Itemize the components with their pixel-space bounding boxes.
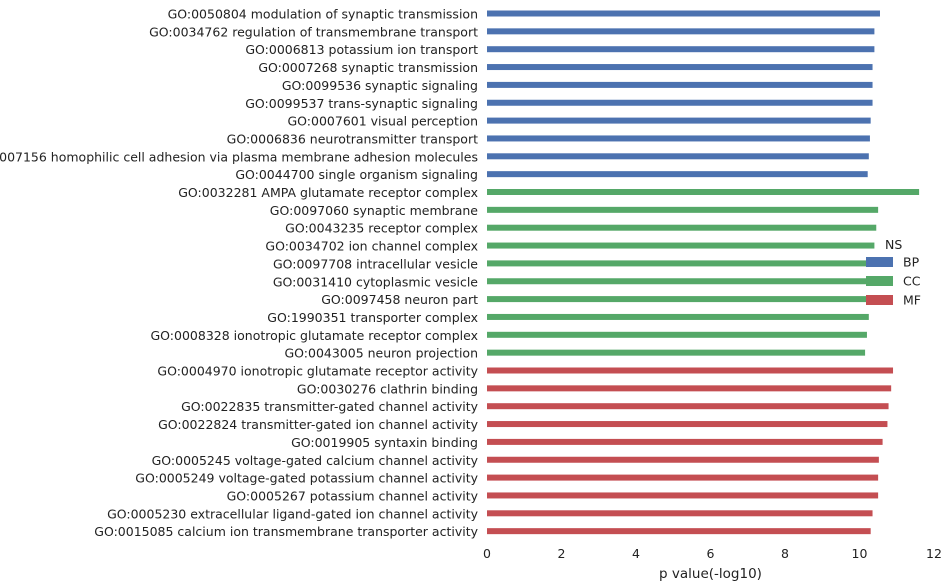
bar-go-0007601 <box>487 117 871 124</box>
bar-go-0097060 <box>487 206 879 213</box>
category-label: GO:0007601 visual perception <box>287 114 478 129</box>
category-label: GO:0099536 synaptic signaling <box>282 78 478 93</box>
bar-go-0007156 <box>487 153 869 160</box>
legend-label-mf: MF <box>903 293 921 308</box>
bar-go-0008328 <box>487 331 867 338</box>
category-label: GO:0005230 extracellular ligand-gated io… <box>107 506 479 521</box>
bar-go-0022835 <box>487 403 889 410</box>
bar-go-0022824 <box>487 421 888 428</box>
category-label: GO:0015085 calcium ion transmembrane tra… <box>94 524 478 539</box>
legend-title: NS <box>885 237 902 252</box>
bar-go-0015085 <box>487 528 871 535</box>
bar-series <box>487 10 920 535</box>
bar-go-0097458 <box>487 296 871 303</box>
bar-go-0007268 <box>487 64 873 71</box>
bar-go-0005245 <box>487 456 879 463</box>
x-tick-label: 2 <box>558 546 566 561</box>
x-tick-label: 10 <box>852 546 868 561</box>
legend-swatch-bp <box>866 257 893 267</box>
x-axis-label: p value(-log10) <box>659 566 762 582</box>
bar-go-0032281 <box>487 189 920 195</box>
category-label: GO:0097458 neuron part <box>321 292 478 307</box>
legend-swatch-mf <box>866 295 893 305</box>
legend-entries: BP CC MF <box>866 255 921 308</box>
category-label: GO:0032281 AMPA glutamate receptor compl… <box>178 185 478 200</box>
category-label: GO:0007268 synaptic transmission <box>258 60 478 75</box>
category-label: GO:0043235 receptor complex <box>285 221 478 236</box>
bar-go-0034702 <box>487 242 875 249</box>
bar-go-0006813 <box>487 46 875 53</box>
bar-go-0019905 <box>487 438 883 445</box>
bar-go-0043235 <box>487 224 877 231</box>
category-label: GO:0097708 intracellular vesicle <box>273 256 478 271</box>
category-label: GO:0022824 transmitter-gated ion channel… <box>158 417 479 432</box>
legend-label-cc: CC <box>903 274 921 289</box>
category-label: GO:0004970 ionotropic glutamate receptor… <box>157 364 478 379</box>
legend-label-bp: BP <box>903 255 920 270</box>
bar-go-0004970 <box>487 367 894 374</box>
bar-go-0005249 <box>487 474 879 481</box>
category-label: GO:0022835 transmitter-gated channel act… <box>181 399 478 414</box>
category-label: GO:0034762 regulation of transmembrane t… <box>149 24 478 39</box>
bar-go-0097708 <box>487 260 873 267</box>
category-label: GO:0030276 clathrin binding <box>297 381 478 396</box>
category-label: GO:0006836 neurotransmitter transport <box>227 131 478 146</box>
bar-go-0034762 <box>487 28 875 35</box>
category-labels: GO:0050804 modulation of synaptic transm… <box>0 7 479 540</box>
category-label: GO:0099537 trans-synaptic signaling <box>245 96 478 111</box>
bar-go-0005267 <box>487 492 879 499</box>
category-label: GO:0007156 homophilic cell adhesion via … <box>0 149 478 164</box>
bar-go-0030276 <box>487 385 892 392</box>
category-label: GO:0005249 voltage-gated potassium chann… <box>135 471 478 486</box>
category-label: GO:0005267 potassium channel activity <box>227 488 479 503</box>
category-label: GO:0031410 cytoplasmic vesicle <box>273 274 478 289</box>
category-label: GO:0044700 single organism signaling <box>235 167 478 182</box>
category-label: GO:0097060 synaptic membrane <box>270 203 479 218</box>
x-tick-label: 6 <box>707 546 715 561</box>
bar-go-0044700 <box>487 171 868 178</box>
bar-go-0099537 <box>487 99 873 106</box>
bar-go-0031410 <box>487 278 871 285</box>
category-label: GO:0050804 modulation of synaptic transm… <box>168 7 478 22</box>
category-label: GO:1990351 transporter complex <box>267 310 478 325</box>
legend-swatch-cc <box>866 276 893 286</box>
category-label: GO:0019905 syntaxin binding <box>291 435 478 450</box>
x-tick-label: 12 <box>926 546 942 561</box>
x-tick-label: 8 <box>781 546 789 561</box>
x-tick-label: 4 <box>632 546 640 561</box>
category-label: GO:0005245 voltage-gated calcium channel… <box>152 453 479 468</box>
x-axis-ticks: 0 2 4 6 8 10 12 <box>483 546 942 561</box>
bar-go-0043005 <box>487 349 866 356</box>
bar-go-0099536 <box>487 81 873 88</box>
bar-go-0006836 <box>487 135 870 142</box>
bar-go-0005230 <box>487 510 873 517</box>
legend: NS BP CC MF <box>866 237 921 308</box>
x-tick-label: 0 <box>483 546 491 561</box>
bar-go-0050804 <box>487 10 880 17</box>
category-label: GO:0034702 ion channel complex <box>265 239 478 254</box>
bar-go-1990351 <box>487 313 869 320</box>
category-label: GO:0006813 potassium ion transport <box>245 42 478 57</box>
category-label: GO:0008328 ionotropic glutamate receptor… <box>151 328 479 343</box>
category-label: GO:0043005 neuron projection <box>284 346 478 361</box>
